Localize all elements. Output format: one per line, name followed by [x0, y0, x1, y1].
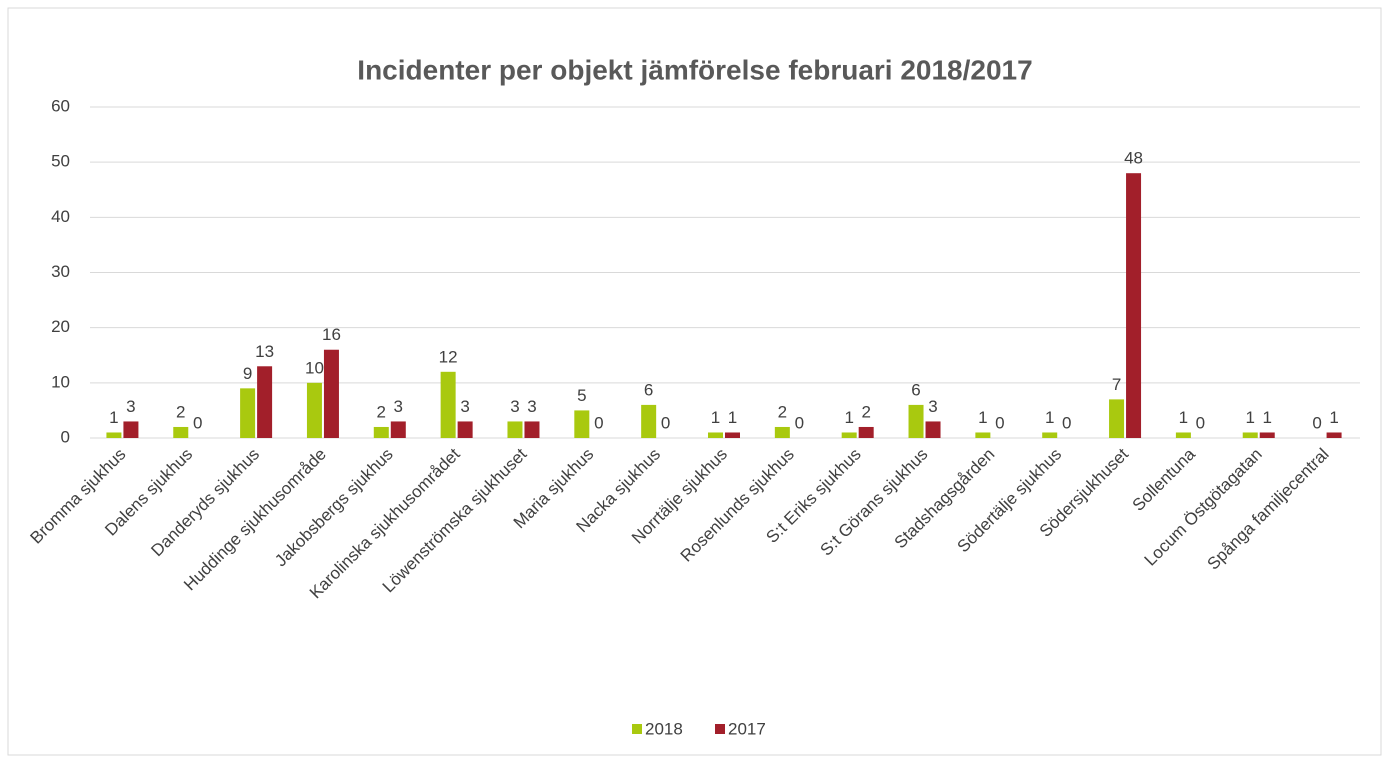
data-label: 0 [594, 413, 603, 432]
y-tick-label: 50 [51, 152, 70, 171]
data-label: 1 [1179, 408, 1188, 427]
data-label: 1 [978, 408, 987, 427]
bar [975, 432, 991, 438]
data-label: 48 [1124, 149, 1143, 168]
bar [306, 382, 322, 438]
bar [1126, 173, 1142, 438]
y-tick-label: 30 [51, 262, 70, 281]
data-label: 3 [510, 397, 519, 416]
data-label: 3 [394, 397, 403, 416]
chart-border [7, 7, 1382, 756]
data-label: 0 [1312, 413, 1321, 432]
data-label: 0 [193, 413, 202, 432]
bar [373, 426, 389, 438]
bar [390, 421, 406, 438]
data-label: 1 [711, 408, 720, 427]
bar [858, 426, 874, 438]
bar [908, 404, 924, 438]
data-label: 1 [1246, 408, 1255, 427]
bar [641, 404, 657, 438]
data-label: 9 [243, 364, 252, 383]
data-label: 6 [911, 380, 920, 399]
bar [173, 426, 189, 438]
data-label: 10 [305, 358, 324, 377]
bar [774, 426, 790, 438]
legend-label: 2018 [645, 719, 683, 738]
bar [106, 432, 122, 438]
bar [841, 432, 857, 438]
data-label: 3 [460, 397, 469, 416]
data-label: 1 [844, 408, 853, 427]
bar [240, 388, 256, 438]
bar [440, 371, 456, 438]
data-label: 3 [527, 397, 536, 416]
bar [725, 432, 740, 438]
bar [1042, 432, 1058, 438]
y-tick-label: 40 [51, 207, 70, 226]
y-tick-label: 60 [51, 96, 70, 115]
data-label: 6 [644, 380, 653, 399]
y-tick-label: 10 [51, 372, 70, 391]
data-label: 0 [1196, 413, 1205, 432]
data-label: 3 [928, 397, 937, 416]
bar [323, 349, 339, 438]
bar [574, 410, 590, 438]
bar [123, 421, 139, 438]
data-label: 5 [577, 386, 586, 405]
data-label: 7 [1112, 375, 1121, 394]
data-label: 0 [795, 413, 804, 432]
bar [1242, 432, 1258, 438]
bar [457, 421, 473, 438]
data-label: 2 [377, 402, 386, 421]
y-tick-label: 20 [51, 317, 70, 336]
data-label: 2 [176, 402, 185, 421]
data-label: 12 [439, 347, 458, 366]
legend-label: 2017 [728, 719, 766, 738]
data-label: 2 [861, 402, 870, 421]
data-label: 0 [995, 413, 1004, 432]
data-label: 1 [1045, 408, 1054, 427]
data-label: 1 [1329, 408, 1338, 427]
data-label: 13 [255, 342, 274, 361]
bar [1259, 432, 1275, 438]
bar [1326, 432, 1342, 438]
chart-title: Incidenter per objekt jämförelse februar… [357, 54, 1032, 85]
bar [1109, 399, 1125, 438]
data-label: 1 [728, 408, 737, 427]
data-label: 16 [322, 325, 341, 344]
bar [1175, 432, 1191, 438]
data-label: 0 [1062, 413, 1071, 432]
legend-swatch [715, 724, 725, 734]
data-label: 1 [1263, 408, 1272, 427]
bar [708, 432, 723, 438]
data-label: 1 [109, 408, 118, 427]
bar [925, 421, 941, 438]
bar [507, 421, 523, 438]
legend-swatch [632, 724, 642, 734]
y-tick-label: 0 [61, 427, 70, 446]
data-label: 3 [126, 397, 135, 416]
data-label: 2 [778, 402, 787, 421]
bar [257, 366, 273, 438]
bar [524, 421, 540, 438]
data-label: 0 [661, 413, 670, 432]
